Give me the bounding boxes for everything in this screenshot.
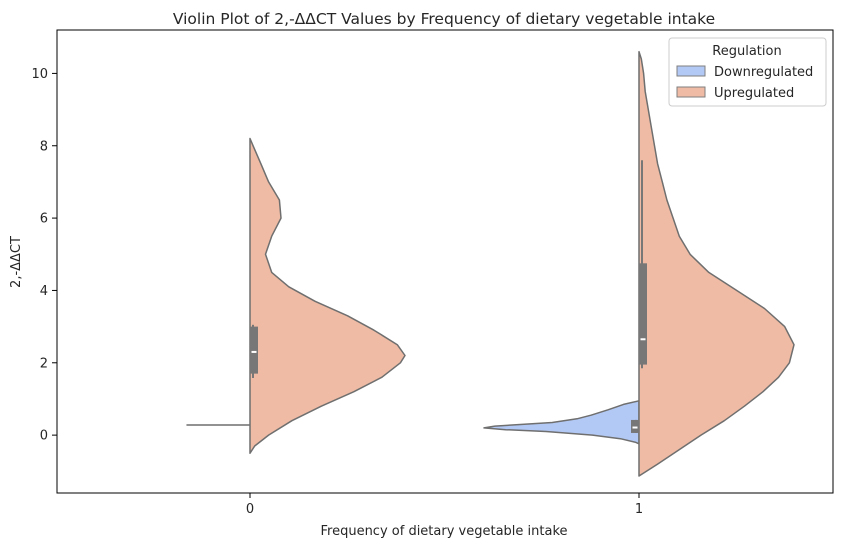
legend-box — [668, 37, 827, 107]
chart-title: Violin Plot of 2,-ΔΔCT Values by Frequen… — [173, 10, 715, 28]
iqr-box-upregulated-cat-1 — [639, 263, 647, 365]
x-tick-label: 0 — [246, 502, 254, 517]
legend: Regulation Downregulated Upregulated — [668, 37, 827, 107]
y-tick-label: 0 — [40, 429, 48, 444]
y-tick-label: 4 — [40, 284, 48, 299]
boxes-layer — [250, 160, 647, 433]
x-axis-label: Frequency of dietary vegetable intake — [320, 524, 567, 539]
violin-upregulated-cat-1 — [638, 50, 795, 477]
iqr-box-downregulated-cat-1 — [631, 419, 639, 433]
y-tick-label: 2 — [40, 356, 48, 371]
legend-swatch-upregulated — [676, 86, 706, 98]
y-axis: 0 2 4 6 8 10 — [31, 67, 57, 444]
y-tick-label: 8 — [40, 139, 48, 154]
legend-title: Regulation — [712, 44, 781, 59]
iqr-box-upregulated-cat-0 — [250, 326, 258, 374]
legend-swatch-downregulated — [676, 65, 706, 77]
legend-label-downregulated: Downregulated — [714, 65, 813, 80]
y-tick-label: 6 — [40, 212, 48, 227]
plot-frame — [56, 29, 834, 494]
legend-label-upregulated: Upregulated — [714, 86, 794, 101]
x-tick-label: 1 — [635, 502, 643, 517]
violins-layer — [186, 50, 795, 477]
violin-downregulated-cat-1 — [483, 400, 640, 445]
violin-upregulated-cat-0 — [249, 137, 406, 454]
y-tick-label: 10 — [31, 67, 48, 82]
y-axis-label: 2,-ΔΔCT — [9, 236, 24, 288]
